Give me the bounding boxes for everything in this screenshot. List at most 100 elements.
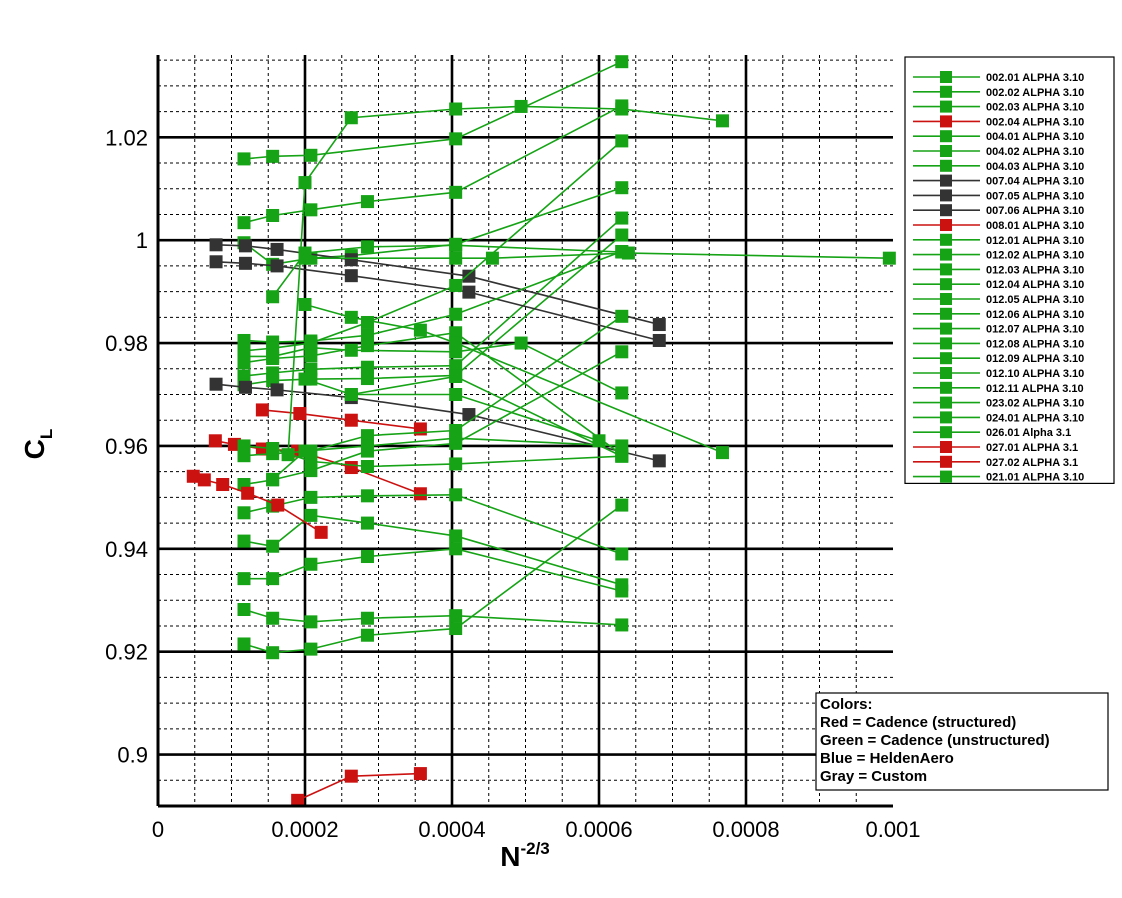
data-point [344, 461, 358, 475]
legend-marker [940, 381, 952, 394]
data-point [449, 326, 463, 340]
legend-label: 012.03 ALPHA 3.10 [986, 264, 1084, 276]
data-point [413, 323, 427, 337]
legend-marker [940, 263, 952, 276]
data-point [615, 211, 629, 225]
data-point [266, 572, 280, 586]
data-point [237, 333, 251, 347]
legend-label: 007.04 ALPHA 3.10 [986, 176, 1084, 188]
series [209, 255, 666, 347]
x-tick-label: 0.0002 [271, 817, 338, 842]
x-tick-label: 0.0006 [565, 817, 632, 842]
data-point [304, 508, 318, 522]
data-point [293, 407, 307, 421]
legend-label: 012.02 ALPHA 3.10 [986, 250, 1084, 262]
series-line [193, 475, 322, 534]
data-point [615, 386, 629, 400]
data-point [344, 387, 358, 401]
legend-marker [940, 411, 952, 424]
x-axis-title-sup: -2/3 [520, 839, 549, 858]
data-point [298, 444, 312, 458]
legend-marker [940, 337, 952, 350]
data-point [208, 434, 222, 448]
data-point [360, 516, 374, 530]
series [186, 469, 328, 539]
data-point [266, 442, 280, 456]
series-line [243, 547, 622, 592]
data-point [304, 362, 318, 376]
data-point [652, 318, 666, 332]
series-line [216, 260, 660, 342]
data-point [615, 498, 629, 512]
legend-label: 004.01 ALPHA 3.10 [986, 131, 1084, 143]
data-point [344, 769, 358, 783]
data-point [449, 457, 463, 471]
x-tick-label: 0.001 [865, 817, 920, 842]
y-axis-title: CL [19, 429, 56, 460]
legend-marker [940, 130, 952, 143]
data-point [449, 132, 463, 146]
data-point [304, 490, 318, 504]
data-point [449, 369, 463, 383]
legend-marker [940, 219, 952, 231]
legend-marker [940, 159, 952, 172]
series-line [304, 378, 600, 442]
data-point [270, 242, 284, 256]
data-point [449, 278, 463, 292]
data-point [344, 343, 358, 357]
data-point [216, 478, 230, 492]
legend-marker [940, 455, 952, 468]
data-point [715, 446, 729, 460]
legend-marker [940, 470, 952, 483]
data-point [344, 310, 358, 324]
data-point [621, 246, 635, 260]
legend-label: 023.02 ALPHA 3.10 [986, 398, 1084, 410]
series-line [297, 772, 421, 802]
y-tick-label: 1.02 [105, 125, 148, 150]
data-point [360, 372, 374, 386]
series [298, 246, 896, 265]
data-point [360, 429, 374, 443]
legend-label: 012.11 ALPHA 3.10 [986, 383, 1084, 395]
data-point [360, 328, 374, 342]
series-line [243, 105, 623, 224]
data-point [298, 251, 312, 265]
data-point [360, 240, 374, 254]
data-point [237, 637, 251, 651]
data-point [344, 413, 358, 427]
series [281, 99, 729, 462]
data-point [298, 297, 312, 311]
legend-marker [940, 278, 952, 291]
data-point [266, 208, 280, 222]
legend-label: 007.05 ALPHA 3.10 [986, 190, 1084, 202]
legend-marker [940, 100, 952, 113]
data-point [514, 99, 528, 113]
legend-label: 012.01 ALPHA 3.10 [986, 235, 1084, 247]
data-point [237, 344, 251, 358]
data-point [314, 525, 328, 539]
data-point [304, 349, 318, 363]
legend-label: 012.05 ALPHA 3.10 [986, 294, 1084, 306]
legend-label: 012.09 ALPHA 3.10 [986, 353, 1084, 365]
y-tick-label: 0.96 [105, 434, 148, 459]
data-point [237, 506, 251, 520]
color-key-box [815, 692, 1109, 791]
plot-axes: 0 0.0002 0.0004 0.0006 0.0008 0.001 0.9 0.92 0.9… [105, 55, 921, 842]
legend-marker [940, 71, 952, 83]
data-point [238, 256, 252, 270]
color-key-line: Gray = Custom [820, 768, 927, 785]
data-point [449, 609, 463, 623]
series [237, 134, 629, 358]
legend-label: 012.04 ALPHA 3.10 [986, 279, 1084, 291]
legend-marker [940, 396, 952, 409]
y-axis-title-sub: L [37, 429, 56, 439]
data-point [449, 251, 463, 265]
data-point [449, 488, 463, 502]
legend-marker [940, 85, 952, 98]
data-point [281, 448, 295, 462]
data-point [449, 622, 463, 636]
data-point [360, 339, 374, 353]
data-point [449, 359, 463, 373]
legend-box [904, 56, 1115, 484]
